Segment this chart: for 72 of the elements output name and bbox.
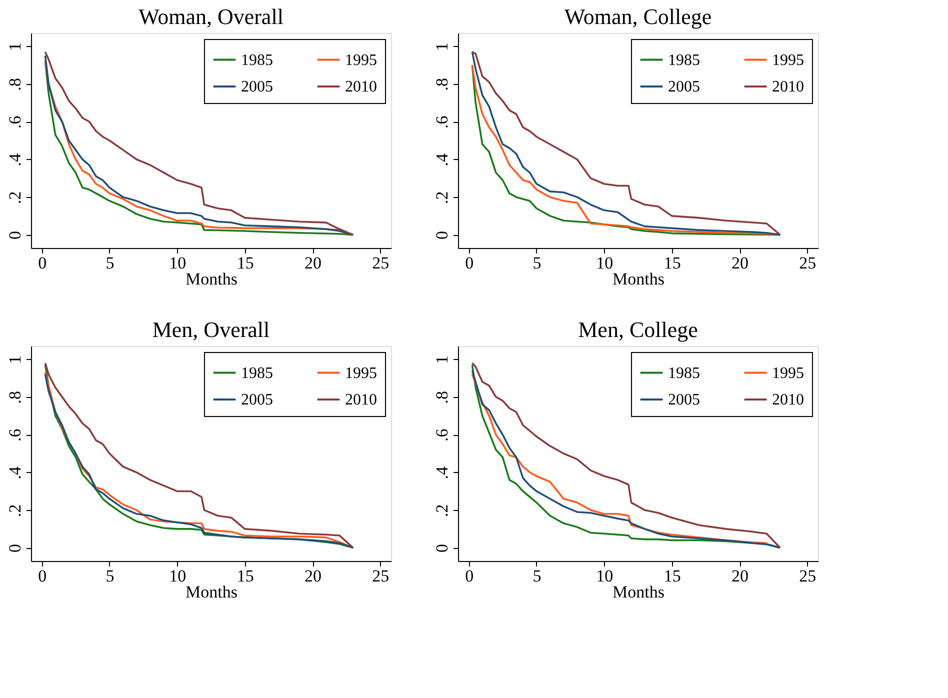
- x-tick-label: 20: [304, 566, 322, 586]
- legend-label: 1985: [668, 364, 700, 382]
- legend-label: 1985: [241, 364, 273, 382]
- legend-label: 2010: [772, 78, 804, 96]
- legend-label: 1995: [345, 364, 377, 382]
- x-tick-label: 10: [169, 566, 186, 586]
- legend-label: 2010: [345, 392, 377, 408]
- legend-label: 2005: [668, 78, 700, 96]
- y-tick-label: .4: [6, 152, 24, 166]
- x-tick-label: 25: [799, 566, 816, 586]
- x-tick-label: 15: [236, 254, 254, 272]
- chart-title: Woman, College: [564, 4, 712, 29]
- y-tick-label: .2: [6, 191, 24, 204]
- y-tick-label: .6: [6, 428, 24, 442]
- x-axis-title: Months: [186, 270, 238, 288]
- y-tick-label: 1: [432, 42, 452, 51]
- y-tick-label: .2: [432, 191, 452, 204]
- y-tick-label: .8: [6, 391, 24, 404]
- legend-label: 1995: [345, 52, 377, 69]
- y-tick-label: .8: [432, 391, 452, 404]
- x-axis-title: Months: [186, 582, 238, 602]
- x-tick-label: 25: [799, 254, 816, 272]
- x-tick-label: 20: [304, 254, 322, 272]
- x-axis-title: Months: [612, 582, 664, 602]
- x-tick-label: 0: [465, 254, 474, 272]
- y-tick-label: .4: [6, 466, 24, 480]
- x-tick-label: 20: [732, 254, 749, 272]
- legend-label: 1995: [772, 364, 804, 382]
- x-tick-label: 5: [532, 566, 542, 586]
- y-tick-label: .6: [432, 116, 452, 129]
- legend-label: 2005: [668, 392, 700, 408]
- x-tick-label: 15: [664, 254, 681, 272]
- y-tick-label: .4: [432, 152, 452, 166]
- x-tick-label: 15: [236, 566, 254, 586]
- x-tick-label: 10: [596, 566, 614, 586]
- legend-label: 2005: [241, 78, 273, 96]
- x-axis-title: Months: [612, 270, 664, 288]
- legend-label: 2005: [241, 392, 273, 408]
- legend-label: 1995: [772, 52, 804, 69]
- y-tick-label: .8: [6, 78, 24, 91]
- y-tick-label: 1: [6, 355, 24, 364]
- x-tick-label: 5: [106, 566, 114, 586]
- x-tick-label: 25: [372, 254, 390, 272]
- x-tick-label: 20: [732, 566, 749, 586]
- x-tick-label: 0: [465, 566, 474, 586]
- legend-label: 1985: [668, 52, 700, 69]
- y-tick-label: 0: [432, 544, 452, 553]
- y-tick-label: 1: [432, 355, 452, 364]
- chart-title: Woman, Overall: [138, 4, 284, 29]
- chart-title: Men, Overall: [152, 317, 270, 342]
- x-tick-label: 10: [169, 254, 186, 272]
- y-tick-label: .8: [432, 78, 452, 91]
- x-tick-label: 0: [38, 254, 47, 272]
- legend-label: 1985: [241, 52, 273, 69]
- y-tick-label: 1: [6, 42, 24, 51]
- x-tick-label: 10: [596, 254, 614, 272]
- y-tick-label: 0: [6, 544, 24, 553]
- x-tick-label: 15: [664, 566, 681, 586]
- y-tick-label: 0: [6, 231, 24, 240]
- y-tick-label: .4: [432, 466, 452, 480]
- x-tick-label: 0: [38, 566, 47, 586]
- x-tick-label: 5: [532, 254, 542, 272]
- y-tick-label: .6: [6, 116, 24, 129]
- y-tick-label: .2: [6, 504, 24, 517]
- y-tick-label: 0: [432, 231, 452, 240]
- legend-label: 2010: [772, 392, 804, 408]
- chart-title: Men, College: [578, 317, 698, 342]
- x-tick-label: 25: [372, 566, 390, 586]
- x-tick-label: 5: [106, 254, 114, 272]
- y-tick-label: .2: [432, 504, 452, 517]
- legend-label: 2010: [345, 78, 377, 96]
- y-tick-label: .6: [432, 428, 452, 442]
